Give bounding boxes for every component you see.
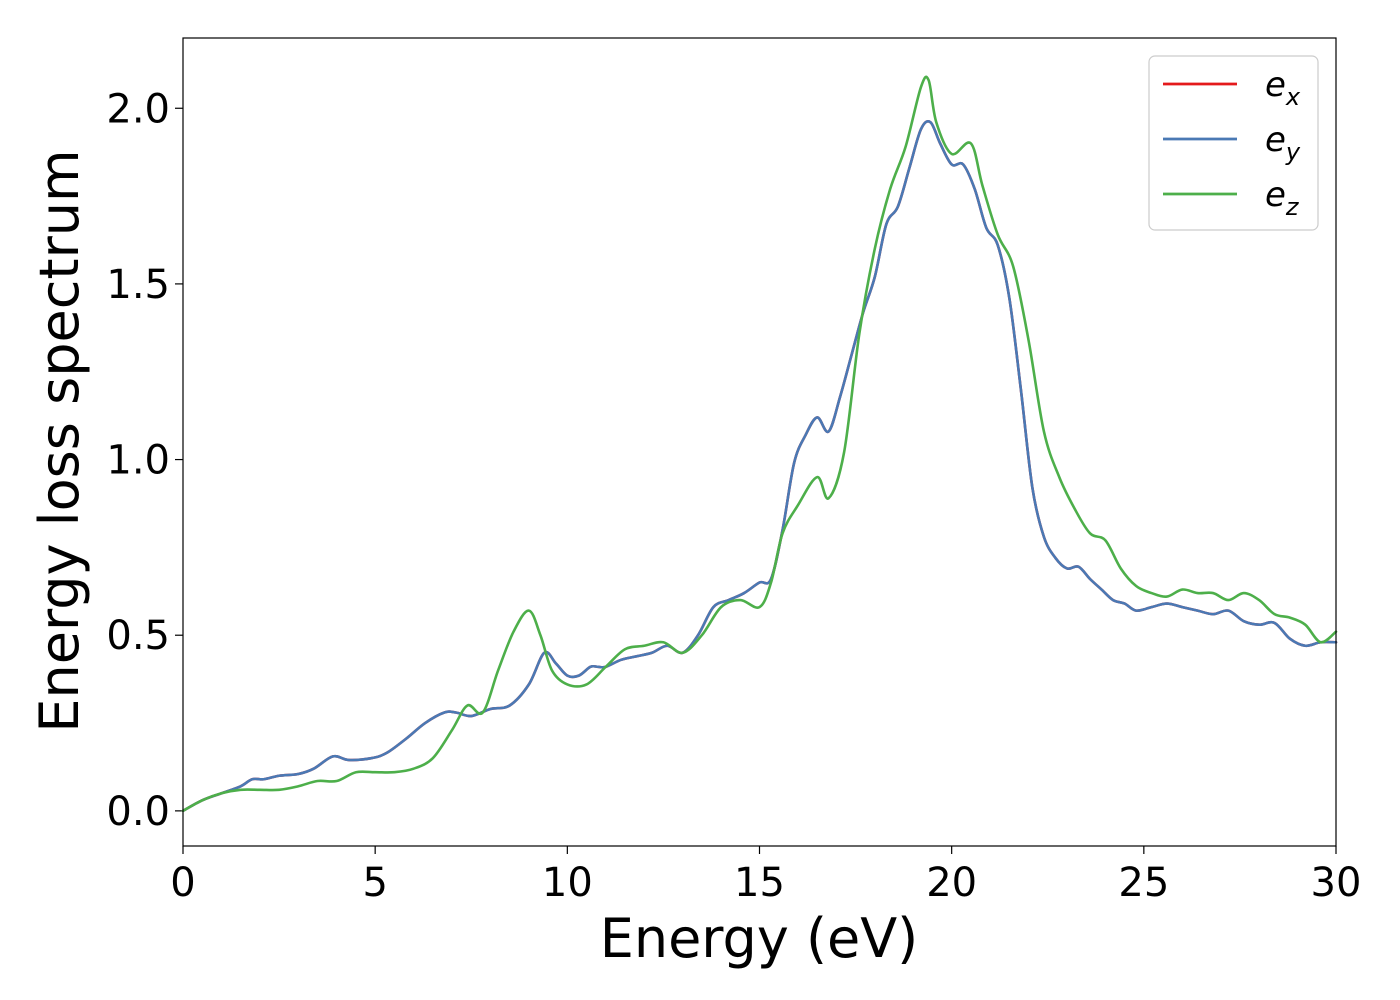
x-axis-label: Energy (eV): [600, 907, 919, 970]
y-tick-label: 1.0: [106, 438, 170, 484]
y-tick-label: 2.0: [106, 86, 170, 132]
y-axis-label: Energy loss spectrum: [28, 149, 91, 732]
x-tick-label: 20: [926, 860, 977, 906]
x-tick-label: 5: [362, 860, 387, 906]
legend-box: [1148, 55, 1319, 231]
x-tick-label: 25: [1118, 860, 1169, 906]
y-axis-ticks: 0.0 0.5 1.0 1.5 2.0: [106, 86, 183, 835]
x-tick-label: 15: [734, 860, 785, 906]
legend-label-y: ey: [1265, 120, 1301, 166]
x-axis-ticks: 0 5 10 15 20 25 30: [170, 846, 1361, 906]
plot-frame: [182, 37, 1337, 847]
x-tick-label: 0: [170, 860, 195, 906]
legend-label-z: ez: [1265, 175, 1300, 221]
y-tick-label: 0.0: [106, 789, 170, 835]
series-lines: [181, 75, 1338, 813]
x-tick-label: 10: [542, 860, 593, 906]
series-line-y: [181, 120, 1338, 813]
y-tick-label: 1.5: [106, 262, 170, 308]
plot-area: [183, 38, 1336, 846]
legend: ex ey ez: [1148, 55, 1319, 231]
legend-label-x: ex: [1265, 65, 1301, 111]
y-tick-label: 0.5: [106, 613, 170, 659]
series-line-z: [181, 75, 1338, 813]
x-tick-label: 30: [1311, 860, 1362, 906]
